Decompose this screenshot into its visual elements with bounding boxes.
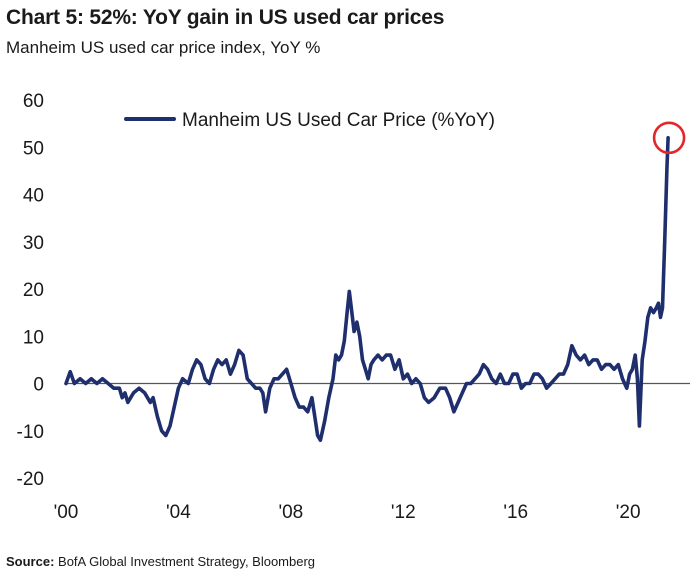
y-tick-label: 50 (23, 138, 44, 159)
x-axis-ticks: '00 '04 '08 '12 '16 '20 (54, 502, 641, 523)
y-tick-label: 20 (23, 280, 44, 301)
series-line (64, 136, 670, 442)
source-text: BofA Global Investment Strategy, Bloombe… (58, 554, 316, 569)
x-tick-label: '20 (616, 502, 641, 523)
source-note: Source: BofA Global Investment Strategy,… (6, 554, 315, 569)
x-tick-label: '04 (166, 502, 191, 523)
y-tick-label: -20 (17, 469, 44, 490)
chart-subtitle: Manheim US used car price index, YoY % (6, 38, 321, 57)
y-tick-label: 60 (23, 91, 44, 112)
chart-canvas: 60 50 40 30 20 10 0 -10 -20 '00 '04 '08 '12 '16 '20 M… (17, 91, 690, 523)
chart-title: Chart 5: 52%: YoY gain in US used car pr… (6, 6, 445, 29)
y-tick-label: 40 (23, 186, 44, 207)
highlight-circle (652, 121, 686, 155)
source-label: Source: (6, 554, 55, 569)
x-tick-label: '00 (54, 502, 79, 523)
legend-label: Manheim US Used Car Price (%YoY) (182, 110, 495, 131)
x-tick-label: '08 (278, 502, 303, 523)
legend: Manheim US Used Car Price (%YoY) (124, 110, 495, 131)
y-tick-label: 30 (23, 233, 44, 254)
y-tick-label: -10 (17, 422, 44, 443)
y-tick-label: 10 (23, 327, 44, 348)
x-tick-label: '12 (391, 502, 416, 523)
y-tick-label: 0 (33, 375, 44, 396)
x-tick-label: '16 (503, 502, 528, 523)
y-axis-ticks: 60 50 40 30 20 10 0 -10 -20 (17, 91, 44, 490)
